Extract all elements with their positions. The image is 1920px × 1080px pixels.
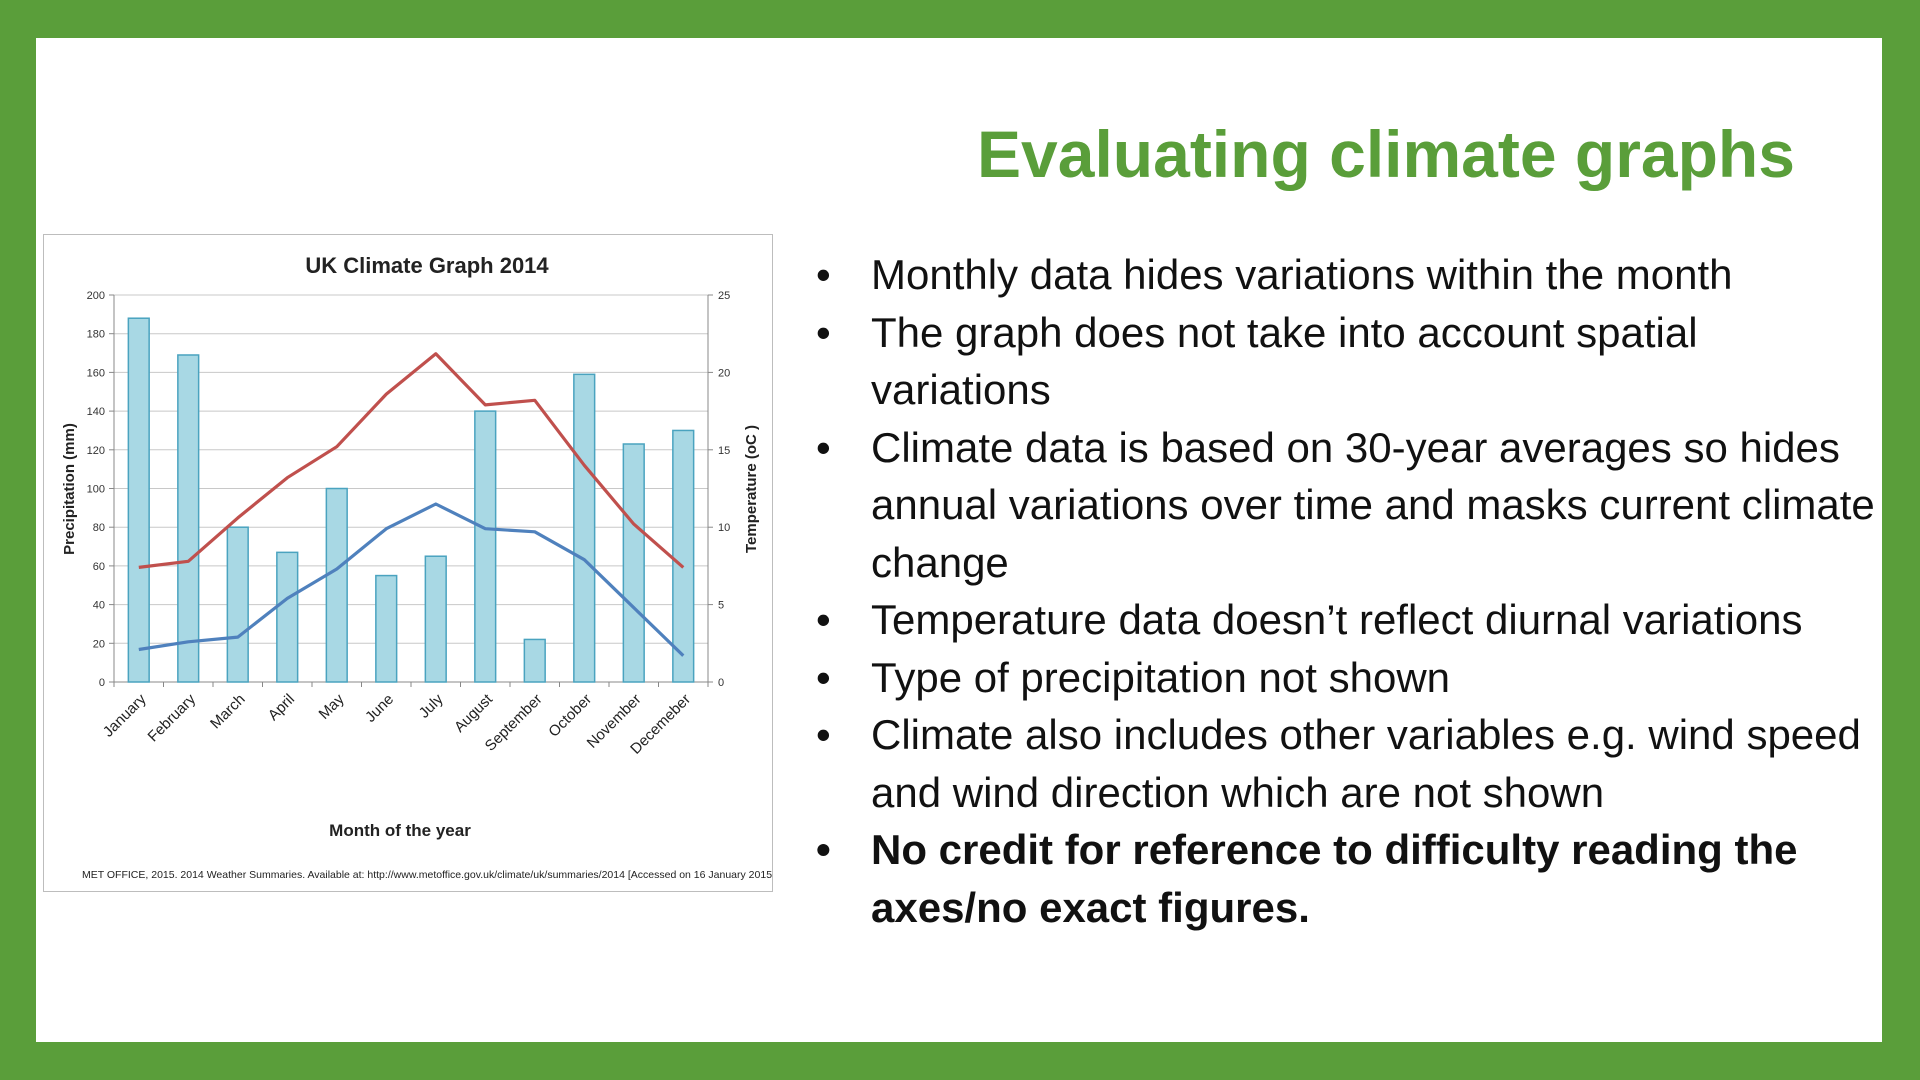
slide: Evaluating climate graphs UK Climate Gra… xyxy=(36,38,1882,1042)
bullet-item: • Monthly data hides variations within th… xyxy=(816,246,1876,304)
bullet-item: • The graph does not take into account sp… xyxy=(816,304,1876,419)
x-category-label: March xyxy=(207,691,248,732)
bullet-dot-icon: • xyxy=(816,653,831,701)
precipitation-bar xyxy=(424,555,447,683)
x-category-label: May xyxy=(316,690,348,722)
bullet-item: • Climate also includes other variables e… xyxy=(816,706,1876,821)
bullet-dot-icon: • xyxy=(816,423,831,471)
y-tick-label: 20 xyxy=(93,638,105,650)
y2-tick-label: 5 xyxy=(718,600,724,612)
x-category-label: August xyxy=(451,690,497,736)
bullet-dot-icon: • xyxy=(816,711,831,758)
precipitation-bar xyxy=(523,638,546,683)
slide-title: Evaluating climate graphs xyxy=(977,117,1795,191)
x-category-label: February xyxy=(145,690,200,745)
bullet-text: Climate also includes other variables e.… xyxy=(871,711,1861,816)
bullet-text: Temperature data doesn’t reflect diurnal… xyxy=(871,596,1803,643)
y-tick-label: 200 xyxy=(87,290,105,302)
precipitation-bar xyxy=(276,551,299,683)
bullet-text: Climate data is based on 30-year average… xyxy=(871,423,1875,586)
precipitation-bar xyxy=(474,410,497,683)
x-category-label: January xyxy=(100,690,150,740)
bullet-item: • Type of precipitation not shown xyxy=(816,649,1876,707)
bullet-text: Type of precipitation not shown xyxy=(871,653,1451,701)
precipitation-bar xyxy=(325,487,348,683)
bullet-dot-icon: • xyxy=(816,308,831,356)
y-tick-label: 120 xyxy=(87,445,105,457)
y2-tick-label: 25 xyxy=(718,290,730,302)
x-category-label: October xyxy=(545,691,595,741)
x-category-label: July xyxy=(416,690,447,721)
x-axis-label: Month of the year xyxy=(329,821,471,840)
y-tick-label: 100 xyxy=(87,484,105,496)
y-tick-label: 60 xyxy=(93,561,105,573)
precipitation-bar xyxy=(127,317,150,683)
y-tick-label: 0 xyxy=(99,677,105,689)
precipitation-bar xyxy=(375,574,398,683)
y-tick-label: 180 xyxy=(87,329,105,341)
y-tick-label: 40 xyxy=(93,600,105,612)
climate-chart: UK Climate Graph 2014 Precipitation (mm)… xyxy=(43,234,773,892)
temperature-line xyxy=(138,352,685,569)
bullet-text: The graph does not take into account spa… xyxy=(871,308,1698,414)
bullet-dot-icon: • xyxy=(816,251,831,298)
bullet-list: • Monthly data hides variations within th… xyxy=(816,246,1876,936)
chart-title: UK Climate Graph 2014 xyxy=(305,253,549,278)
y2-tick-label: 20 xyxy=(718,367,730,379)
temperature-line xyxy=(138,502,685,657)
bullet-text: Monthly data hides variations within the… xyxy=(871,251,1733,298)
y2-axis-label: Temperature (oC ) xyxy=(743,425,760,553)
y2-tick-label: 15 xyxy=(718,445,730,457)
bullet-item: • Climate data is based on 30-year averag… xyxy=(816,419,1876,592)
chart-source: MET OFFICE, 2015. 2014 Weather Summaries… xyxy=(82,869,772,881)
bullet-text: No credit for reference to difficulty re… xyxy=(871,826,1798,931)
bullet-item: • No credit for reference to difficulty r… xyxy=(816,821,1876,936)
y-tick-label: 160 xyxy=(87,367,105,379)
precipitation-bar xyxy=(177,354,200,683)
precipitation-bar xyxy=(622,443,645,683)
chart-svg: UK Climate Graph 2014 Precipitation (mm)… xyxy=(61,253,772,881)
y-tick-label: 80 xyxy=(93,522,105,534)
y-axis-label: Precipitation (mm) xyxy=(61,423,78,555)
y-tick-label: 140 xyxy=(87,406,105,418)
y2-tick-label: 0 xyxy=(718,677,724,689)
precipitation-bar xyxy=(672,429,695,683)
x-category-label: June xyxy=(362,691,397,726)
bullet-dot-icon: • xyxy=(816,826,831,873)
bullet-item: • Temperature data doesn’t reflect diurna… xyxy=(816,591,1876,649)
x-category-label: April xyxy=(265,691,298,724)
precipitation-bar xyxy=(573,373,596,683)
y2-tick-label: 10 xyxy=(718,522,730,534)
precipitation-bar xyxy=(226,526,249,683)
bullet-dot-icon: • xyxy=(816,596,831,643)
